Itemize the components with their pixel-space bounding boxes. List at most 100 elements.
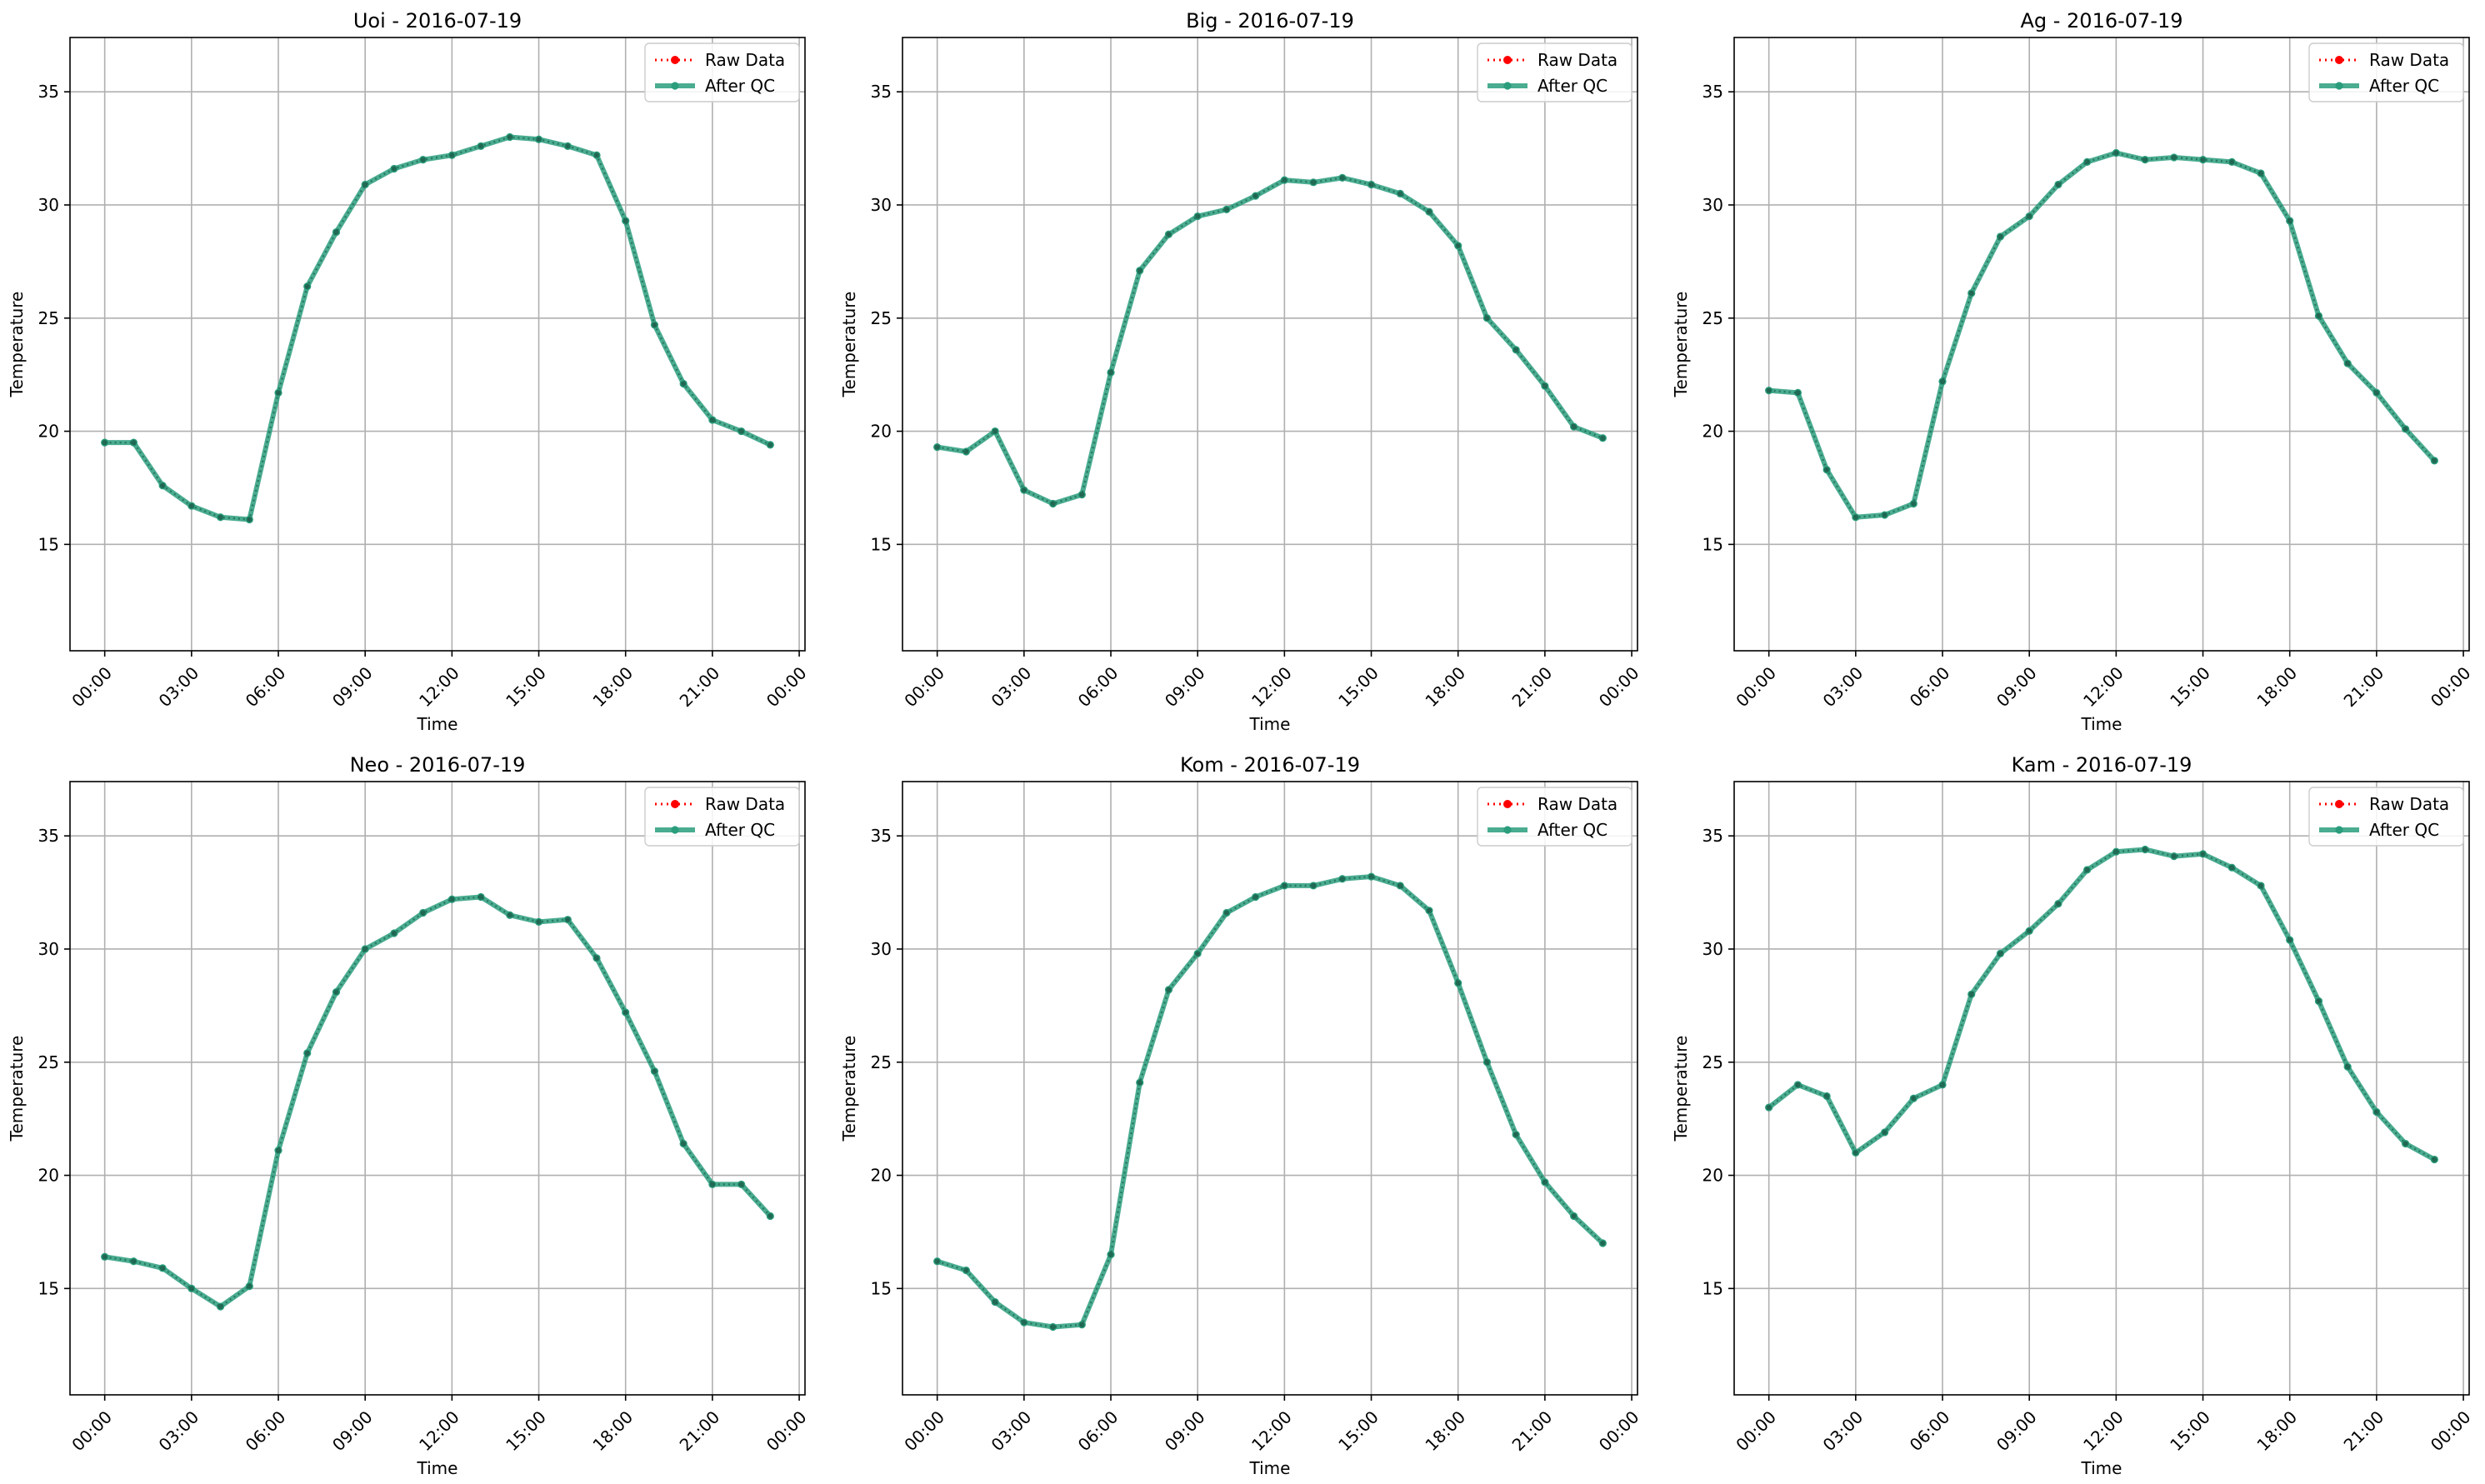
raw-data-point: [2200, 157, 2206, 162]
raw-data-point: [159, 482, 166, 488]
x-tick-label: 21:00: [676, 1407, 724, 1455]
subplot-6: 15 20 25 30 35 00:00 03:00 06:00 09:00 12:00 15:00…: [1671, 753, 2474, 1478]
legend-marker-after-qc: [1503, 826, 1512, 834]
raw-data-point: [2344, 360, 2351, 367]
legend-marker-after-qc: [2335, 826, 2343, 834]
x-tick-label: 00:00: [1732, 662, 1780, 711]
raw-data-point: [420, 157, 426, 162]
y-tick-label: 20: [38, 1166, 59, 1186]
x-tick-label: 09:00: [1161, 1407, 1209, 1455]
raw-data-point: [768, 442, 773, 448]
raw-data-point: [449, 897, 455, 902]
x-tick-label: 12:00: [1248, 1407, 1296, 1455]
legend-label-raw-data: Raw Data: [1538, 794, 1618, 814]
raw-data-point: [1021, 487, 1028, 493]
subplot-3: 15 20 25 30 35 00:00 03:00 06:00 09:00 12:00 15:00…: [1671, 9, 2474, 734]
raw-data-point: [1050, 1324, 1056, 1330]
legend: Raw Data After QC: [644, 787, 800, 847]
y-tick-label: 30: [38, 195, 59, 215]
x-tick-label: 03:00: [155, 1407, 203, 1455]
axes-frame: [1733, 37, 2470, 652]
y-tick-label: 35: [1702, 82, 1723, 102]
raw-data-point: [2171, 853, 2178, 859]
raw-data-point: [218, 514, 223, 520]
raw-data-point: [2432, 1157, 2438, 1162]
y-tick-label: 30: [1702, 939, 1723, 959]
raw-data-point: [2200, 851, 2206, 857]
raw-data-point: [333, 989, 339, 995]
raw-data-point: [2229, 865, 2235, 871]
raw-data-point: [1484, 1059, 1490, 1065]
x-tick-label: 06:00: [242, 1407, 290, 1455]
y-tick-label: 15: [1702, 534, 1723, 554]
legend: Raw Data After QC: [2308, 42, 2464, 102]
raw-data-point: [304, 283, 310, 289]
legend-marker-raw-data: [2335, 800, 2343, 808]
raw-data-point: [188, 502, 195, 509]
raw-data-point: [1882, 1129, 1888, 1136]
raw-data-point: [565, 917, 571, 922]
raw-data-point: [1194, 951, 1201, 957]
raw-data-point: [934, 444, 940, 450]
raw-data-point: [2171, 154, 2178, 161]
legend-label-after-qc: After QC: [1538, 76, 1608, 96]
series-line-raw-data: [937, 875, 1604, 1328]
raw-data-point: [934, 1258, 940, 1264]
raw-data-point: [247, 1283, 252, 1289]
raw-data-point: [2055, 182, 2062, 187]
x-tick-label: 00:00: [900, 1407, 948, 1455]
raw-data-point: [478, 143, 484, 149]
y-tick-label: 20: [38, 422, 59, 442]
raw-data-point: [1108, 369, 1114, 376]
raw-data-point: [1766, 1104, 1772, 1111]
raw-data-point: [1137, 267, 1142, 273]
raw-data-point: [2142, 847, 2148, 852]
x-tick-label: 06:00: [1906, 662, 1954, 711]
legend-marker-raw-data: [671, 800, 679, 808]
y-tick-label: 25: [871, 308, 892, 328]
raw-data-point: [304, 1050, 310, 1057]
y-tick-label: 15: [38, 534, 59, 554]
raw-data-point: [1998, 233, 2003, 240]
raw-data-point: [1310, 179, 1317, 186]
raw-data-point: [1455, 980, 1461, 986]
raw-data-point: [362, 182, 368, 187]
raw-data-point: [188, 1286, 195, 1292]
raw-data-point: [2402, 426, 2408, 432]
x-tick-label: 15:00: [2166, 662, 2214, 711]
raw-data-point: [738, 428, 744, 434]
raw-data-point: [2026, 213, 2032, 219]
raw-data-point: [1339, 876, 1346, 882]
raw-data-point: [1368, 873, 1374, 880]
raw-data-point: [1050, 501, 1056, 507]
subplot-title: Uoi - 2016-07-19: [353, 9, 522, 32]
legend-label-after-qc: After QC: [1538, 820, 1608, 840]
raw-data-point: [102, 1254, 108, 1260]
x-tick-label: 06:00: [1906, 1407, 1954, 1455]
y-axis-label: Temperature: [1671, 1036, 1691, 1142]
raw-data-point: [1252, 192, 1258, 199]
raw-data-point: [102, 439, 108, 446]
x-tick-label: 03:00: [1819, 1407, 1868, 1455]
raw-data-point: [333, 229, 339, 235]
raw-data-point: [2084, 867, 2090, 873]
axes-frame: [69, 37, 806, 652]
raw-data-point: [1852, 514, 1859, 520]
subplot-1: 15 20 25 30 35 00:00 03:00 06:00 09:00 12:00 15:00…: [7, 9, 810, 734]
series-line-after-qc: [104, 134, 772, 522]
x-axis-label: Time: [1249, 1458, 1291, 1478]
x-tick-label: 06:00: [242, 662, 290, 711]
raw-data-point: [536, 137, 542, 142]
y-tick-label: 20: [1702, 1166, 1723, 1186]
raw-data-point: [1282, 882, 1288, 889]
raw-data-point: [680, 1141, 687, 1147]
raw-data-point: [992, 1299, 998, 1305]
raw-data-point: [768, 1213, 773, 1219]
legend-marker-after-qc: [671, 82, 679, 90]
x-tick-label: 09:00: [1161, 662, 1209, 711]
x-tick-label: 03:00: [988, 662, 1036, 711]
raw-data-point: [2113, 848, 2119, 855]
raw-data-point: [2142, 157, 2148, 162]
y-tick-label: 25: [871, 1052, 892, 1072]
x-tick-label: 15:00: [502, 1407, 550, 1455]
